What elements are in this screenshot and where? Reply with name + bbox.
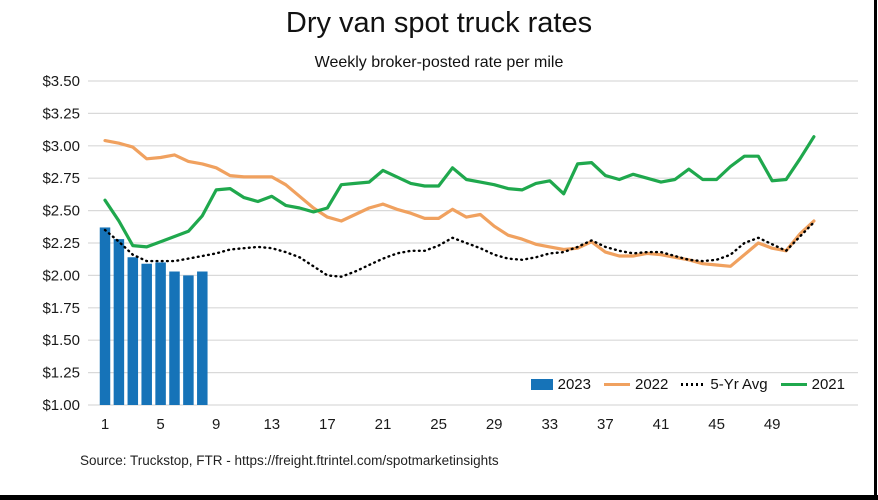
y-axis-label: $1.00 — [42, 397, 80, 414]
chart-legend: 2023 2022 5-Yr Avg 2021 — [530, 374, 845, 394]
legend-item-2021: 2021 — [780, 375, 845, 393]
legend-item-2022: 2022 — [603, 375, 669, 393]
slide-right-border — [874, 0, 877, 495]
legend-label: 2021 — [811, 375, 845, 393]
y-axis-label: $2.25 — [42, 235, 80, 252]
legend-swatch-2023 — [530, 378, 553, 390]
bar-2023-week-7 — [183, 275, 194, 405]
x-axis-label: 41 — [653, 416, 670, 433]
y-axis-label: $1.75 — [42, 300, 80, 317]
x-axis-label: 37 — [597, 416, 614, 433]
legend-swatch-5-yr-avg — [681, 382, 706, 386]
line-2022 — [103, 139, 816, 268]
bar-2023-week-8 — [197, 271, 208, 405]
x-axis-label: 17 — [319, 416, 336, 433]
bar-2023-week-6 — [169, 271, 180, 405]
legend-item-5-yr-avg: 5-Yr Avg — [681, 375, 768, 393]
y-axis-label: $1.25 — [42, 365, 80, 382]
x-axis-label: 33 — [541, 416, 558, 433]
legend-swatch-2021 — [780, 382, 807, 386]
x-axis-label: 45 — [708, 416, 725, 433]
y-axis-label: $3.00 — [42, 138, 80, 155]
y-axis-label: $3.50 — [42, 73, 80, 90]
x-axis-label: 5 — [156, 416, 164, 433]
x-axis-label: 1 — [101, 416, 109, 433]
y-axis-label: $3.25 — [42, 105, 80, 122]
bar-2023-week-4 — [141, 263, 152, 405]
y-axis-label: $2.50 — [42, 203, 80, 220]
x-axis-label: 29 — [486, 416, 503, 433]
y-axis-label: $1.50 — [42, 332, 80, 349]
bar-2023-week-3 — [127, 257, 139, 405]
legend-label: 2022 — [634, 375, 669, 393]
x-axis-label: 49 — [764, 416, 781, 433]
source-text: Source: Truckstop, FTR - https://freight… — [80, 453, 499, 468]
bar-2023-week-1 — [99, 227, 111, 405]
y-axis-label: $2.75 — [42, 170, 80, 187]
x-axis-label: 21 — [375, 416, 392, 433]
y-axis-label: $2.00 — [42, 267, 80, 284]
legend-item-2023: 2023 — [530, 375, 591, 393]
line-5-yr-avg — [103, 221, 816, 278]
legend-label: 5-Yr Avg — [710, 375, 768, 393]
chart-subtitle: Weekly broker-posted rate per mile — [314, 54, 564, 71]
x-axis-label: 9 — [212, 416, 220, 433]
x-axis-label: 25 — [430, 416, 447, 433]
legend-swatch-2022 — [603, 382, 630, 386]
chart-title: Dry van spot truck rates — [285, 7, 593, 39]
slide-bottom-border — [0, 495, 878, 500]
bar-2023-week-5 — [155, 262, 166, 405]
legend-label: 2023 — [557, 375, 591, 393]
line-2021 — [103, 135, 816, 249]
bar-2023-week-2 — [113, 239, 125, 405]
x-axis-label: 13 — [263, 416, 280, 433]
